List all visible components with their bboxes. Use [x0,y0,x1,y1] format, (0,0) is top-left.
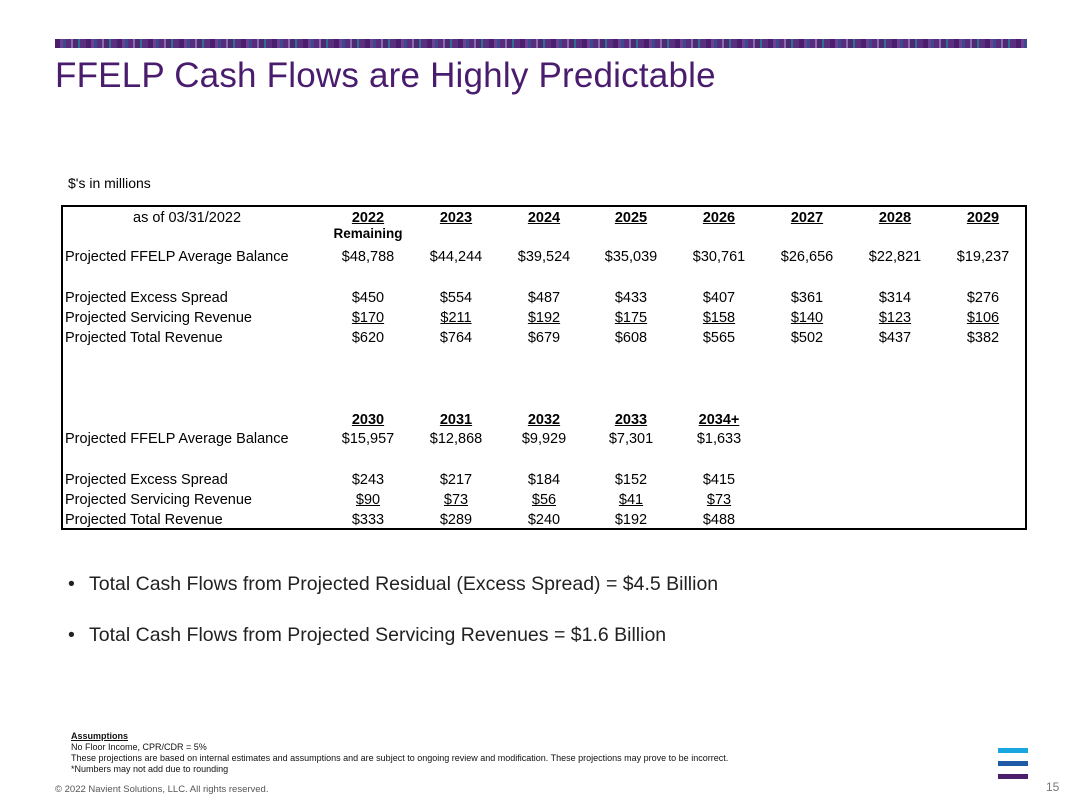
year-header-2028: 2028 [878,210,912,226]
table-cell-value: $240 [527,512,561,528]
year-header-2025: 2025 [614,210,648,226]
table-cell-value: $415 [702,472,736,488]
year-header-2031: 2031 [439,412,473,428]
logo-bar-middle [998,761,1028,766]
table-cell-value: $764 [439,330,473,346]
assumption-line: *Numbers may not add due to rounding [71,764,229,774]
table-cell-value: $56 [531,492,557,508]
table-cell-value: $35,039 [604,249,658,265]
year-header-2023: 2023 [439,210,473,226]
bullet-text: Total Cash Flows from Projected Servicin… [89,624,667,646]
table-cell-value: $90 [355,492,381,508]
year-header-2024: 2024 [527,210,561,226]
year-header-2033: 2033 [614,412,648,428]
table-cell-value: $44,244 [429,249,483,265]
table-cell-value: $487 [527,290,561,306]
slide-title: FFELP Cash Flows are Highly Predictable [55,56,716,95]
table-cell-value: $152 [614,472,648,488]
table-cell-value: $9,929 [521,431,567,447]
row-label: Projected FFELP Average Balance [65,249,289,265]
table-cell-value: $170 [351,310,385,326]
row-label: Projected Excess Spread [65,290,228,306]
row-label: Projected Total Revenue [65,330,223,346]
table-cell-value: $192 [527,310,561,326]
table-cell-value: $502 [790,330,824,346]
table-cell-value: $382 [966,330,1000,346]
bullet-servicing-cash-flows: • Total Cash Flows from Projected Servici… [68,624,666,647]
assumption-line: No Floor Income, CPR/CDR = 5% [71,742,207,752]
table-cell-value: $48,788 [341,249,395,265]
table-cell-value: $217 [439,472,473,488]
table-cell-value: $620 [351,330,385,346]
table-cell-value: $608 [614,330,648,346]
copyright-notice: © 2022 Navient Solutions, LLC. All right… [55,784,269,795]
table-cell-value: $314 [878,290,912,306]
year-header-2032: 2032 [527,412,561,428]
row-label: Projected Servicing Revenue [65,310,252,326]
row-label: Projected FFELP Average Balance [65,431,289,447]
table-cell-value: $554 [439,290,473,306]
table-cell-value: $39,524 [517,249,571,265]
table-cell-value: $7,301 [608,431,654,447]
page-number: 15 [1046,780,1060,794]
table-cell-value: $437 [878,330,912,346]
cash-flow-table: as of 03/31/2022 2022 2023 2024 2025 2026 202… [61,205,1027,530]
table-cell-value: $565 [702,330,736,346]
navient-logo-icon [998,748,1028,788]
units-note: $'s in millions [68,175,151,191]
assumptions-notes: Assumptions No Floor Income, CPR/CDR = 5… [71,731,728,775]
table-cell-value: $433 [614,290,648,306]
table-cell-value: $289 [439,512,473,528]
table-cell-value: $407 [702,290,736,306]
logo-bar-top [998,748,1028,753]
logo-bar-bottom [998,774,1028,779]
year-header-2030: 2030 [351,412,385,428]
table-cell-value: $19,237 [956,249,1010,265]
year-header-2022: 2022 [351,210,385,226]
table-cell-value: $106 [966,310,1000,326]
as-of-date-label: as of 03/31/2022 [133,210,242,226]
row-label: Projected Total Revenue [65,512,223,528]
year-header-2026: 2026 [702,210,736,226]
bullet-text: Total Cash Flows from Projected Residual… [89,573,719,595]
bullet-dot-icon: • [68,573,75,595]
table-cell-value: $41 [618,492,644,508]
table-cell-value: $488 [702,512,736,528]
assumption-line: These projections are based on internal … [71,753,729,763]
table-cell-value: $123 [878,310,912,326]
table-cell-value: $679 [527,330,561,346]
table-cell-value: $22,821 [868,249,922,265]
decorative-header-bar [55,39,1027,48]
table-cell-value: $158 [702,310,736,326]
assumptions-heading: Assumptions [71,731,129,741]
table-cell-value: $15,957 [341,431,395,447]
table-cell-value: $73 [443,492,469,508]
table-cell-value: $333 [351,512,385,528]
table-cell-value: $73 [706,492,732,508]
table-cell-value: $30,761 [692,249,746,265]
row-label: Projected Servicing Revenue [65,492,252,508]
table-cell-value: $211 [440,310,472,326]
year-header-2029: 2029 [966,210,1000,226]
table-cell-value: $361 [790,290,824,306]
row-label: Projected Excess Spread [65,472,228,488]
table-cell-value: $184 [527,472,561,488]
table-cell-value: $140 [790,310,824,326]
table-cell-value: $1,633 [696,431,742,447]
table-cell-value: $12,868 [429,431,483,447]
table-cell-value: $192 [614,512,648,528]
table-cell-value: $276 [966,290,1000,306]
bullet-dot-icon: • [68,624,75,646]
table-cell-value: $26,656 [780,249,834,265]
bullet-residual-cash-flows: • Total Cash Flows from Projected Residua… [68,573,718,596]
year-header-2034-plus: 2034+ [698,412,740,428]
year-header-sub-remaining: Remaining [333,226,403,241]
table-cell-value: $175 [614,310,648,326]
table-cell-value: $243 [351,472,385,488]
table-cell-value: $450 [351,290,385,306]
year-header-2027: 2027 [790,210,824,226]
